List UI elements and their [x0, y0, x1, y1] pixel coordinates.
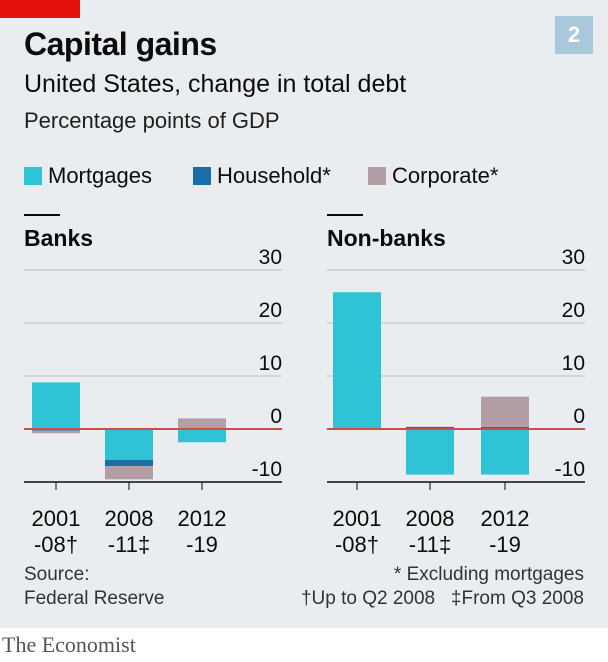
source-line-2: Federal Reserve: [24, 588, 165, 609]
y-tick-label: 0: [270, 405, 282, 428]
y-tick-label: -10: [555, 458, 585, 481]
source-note: Source: Federal Reserve: [24, 563, 164, 611]
y-tick-label: 10: [259, 352, 282, 375]
legend-item-mortgages: Mortgages: [24, 163, 152, 189]
x-tick-label: -08†: [335, 532, 379, 557]
bar-mortgages: [32, 382, 80, 429]
legend-label: Corporate*: [392, 163, 499, 188]
bar-mortgages: [406, 429, 454, 475]
panel-title: Banks: [24, 225, 93, 251]
source-line-1: Source:: [24, 564, 90, 585]
brand-footer: The Economist: [0, 628, 608, 662]
footnotes: * Excluding mortgages †Up to Q2 2008 ‡Fr…: [301, 563, 584, 611]
legend-swatch: [24, 167, 42, 185]
brand-red-tag: [0, 0, 80, 18]
y-tick-label: -10: [252, 458, 282, 481]
x-tick-label: -11‡: [108, 532, 150, 557]
y-tick-label: 30: [562, 246, 585, 269]
bar-corporate: [105, 466, 153, 480]
x-tick-label: -19: [489, 532, 521, 557]
y-tick-label: 20: [562, 299, 585, 322]
x-tick-label: 2008: [406, 506, 455, 531]
y-tick-label: 30: [259, 246, 282, 269]
footnote-excluding: * Excluding mortgages: [393, 564, 584, 585]
bar-household: [406, 426, 454, 429]
chart-title: Capital gains: [24, 26, 217, 62]
legend-label: Mortgages: [48, 163, 152, 188]
x-tick-label: -19: [186, 532, 218, 557]
legend: Mortgages Household* Corporate*: [24, 163, 584, 191]
bar-corporate: [32, 430, 80, 434]
legend-item-household: Household*: [193, 163, 331, 189]
x-tick-label: -08†: [34, 532, 78, 557]
bar-household: [105, 459, 153, 467]
bar-corporate: [481, 396, 529, 427]
bar-mortgages: [333, 292, 381, 429]
y-tick-label: 0: [573, 405, 585, 428]
y-tick-label: 10: [562, 352, 585, 375]
x-tick-label: 2012: [481, 506, 530, 531]
chart-subtitle: United States, change in total debt: [24, 70, 407, 98]
legend-swatch: [368, 167, 386, 185]
x-tick-label: 2001: [32, 506, 81, 531]
bar-mortgages: [178, 429, 226, 443]
x-tick-label: 2012: [178, 506, 227, 531]
bar-household: [481, 426, 529, 429]
charts-svg: Banks3020100-102001-08†2008-11‡2012-19No…: [24, 214, 585, 557]
bar-mortgages: [105, 429, 153, 460]
x-tick-label: -11‡: [409, 532, 451, 557]
bar-mortgages: [481, 429, 529, 475]
legend-label: Household*: [217, 163, 331, 188]
bar-corporate: [178, 418, 226, 429]
footnote-periods: †Up to Q2 2008 ‡From Q3 2008: [300, 588, 584, 609]
chart-number-badge: 2: [555, 16, 593, 54]
legend-swatch: [193, 167, 211, 185]
legend-item-corporate: Corporate*: [368, 163, 498, 189]
x-tick-label: 2008: [105, 506, 154, 531]
brand-logo-text: The Economist: [2, 632, 136, 657]
unit-label: Percentage points of GDP: [24, 108, 280, 133]
panel-title: Non-banks: [327, 225, 446, 251]
x-tick-label: 2001: [333, 506, 382, 531]
y-tick-label: 20: [259, 299, 282, 322]
